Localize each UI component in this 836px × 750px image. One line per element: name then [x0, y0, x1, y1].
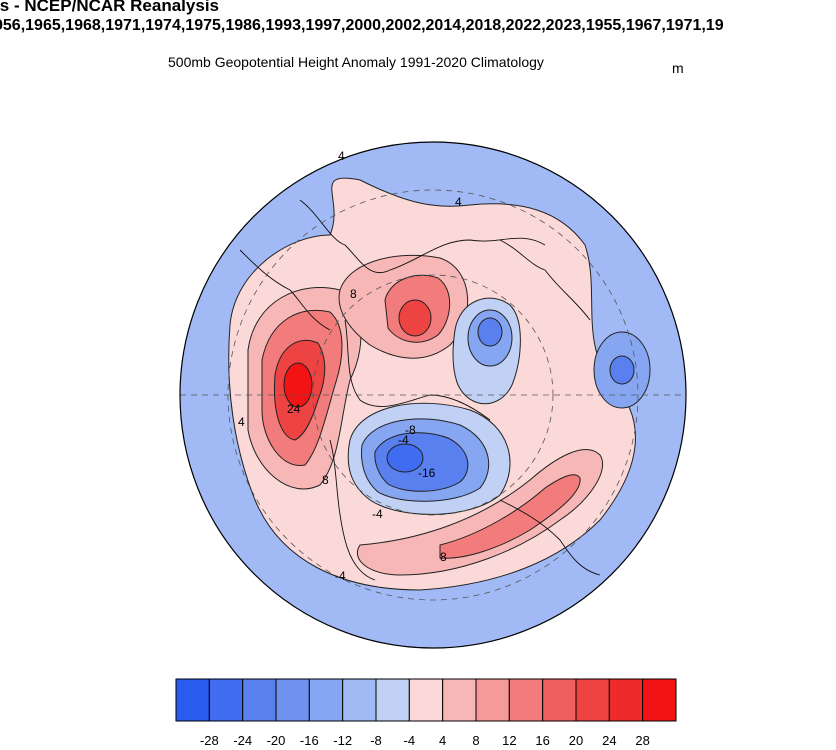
colorbar-tick-label: -8: [370, 733, 382, 748]
coastlines: [239, 199, 601, 581]
colorbar-tick-label: 16: [535, 733, 549, 748]
contour-label: 24: [287, 402, 301, 416]
north-ridge-core: [398, 299, 432, 337]
contour-label: -4: [398, 433, 409, 447]
colorbar-tick-label: 8: [472, 733, 479, 748]
colorbar-tick-label: 4: [439, 733, 446, 748]
polar-trough-core: [477, 317, 503, 347]
units-label: m: [672, 60, 684, 76]
west-ridge-core: [283, 362, 313, 408]
colorbar-tick-label: 24: [602, 733, 616, 748]
colorbar-tick-label: -12: [333, 733, 352, 748]
east-negative-core: [609, 355, 635, 385]
polar-map: 4 4 8 24 8 -4 -4 8 -4 -16 -8 4: [179, 141, 687, 649]
colorbar-swatch: [308, 678, 344, 722]
colorbar-swatch: [508, 678, 544, 722]
colorbar-swatch: [575, 678, 610, 722]
colorbar-tick-label: 12: [502, 733, 516, 748]
colorbar-swatch: [542, 678, 577, 722]
colorbar-tick-label: -16: [300, 733, 319, 748]
contour-label: -4: [372, 507, 383, 521]
southeast-ridge-mid: [439, 474, 581, 559]
colorbar-swatch: [408, 678, 444, 722]
colorbar-tick-label: 28: [635, 733, 649, 748]
contour-label: 8: [322, 473, 329, 487]
colorbar-tick-label: -20: [267, 733, 286, 748]
colorbar-swatch: [475, 678, 510, 722]
contour-label: 8: [350, 287, 357, 301]
contour-labels: 4 4 8 24 8 -4 -4 8 -4 -16 -8 4: [238, 149, 462, 583]
map-border: [179, 141, 687, 649]
colorbar-swatch: [442, 678, 477, 722]
contour-label: 8: [440, 550, 447, 564]
major-trough-core: [386, 443, 424, 473]
contour-label: 4: [455, 195, 462, 209]
contour-label: 4: [338, 149, 345, 163]
contour-label: -8: [405, 423, 416, 437]
colorbar-swatch: [208, 678, 244, 722]
chart-subtitle: 500mb Geopotential Height Anomaly 1991-2…: [168, 54, 544, 70]
contour-label: -16: [418, 466, 436, 480]
contour-label: 4: [238, 415, 245, 429]
colorbar-swatch: [375, 678, 410, 722]
colorbar-tick-label: 20: [569, 733, 583, 748]
southeast-ridge-outer: [357, 449, 604, 576]
colorbar-swatch: [275, 678, 310, 722]
composite-years: 956,1965,1968,1971,1974,1975,1986,1993,1…: [0, 17, 724, 34]
colorbar-swatch: [642, 678, 677, 722]
contour-label: -4: [335, 569, 346, 583]
chart-title: alysis - NCEP/NCAR Reanalysis: [0, 0, 219, 15]
colorbar-tick-label: -24: [233, 733, 252, 748]
colorbar-tick-label: -28: [200, 733, 219, 748]
colorbar-swatch: [608, 678, 644, 722]
colorbar-swatch: [342, 678, 377, 722]
colorbar-swatch: [175, 678, 210, 722]
colorbar-tick-label: -4: [404, 733, 416, 748]
colorbar-swatch: [242, 678, 277, 722]
